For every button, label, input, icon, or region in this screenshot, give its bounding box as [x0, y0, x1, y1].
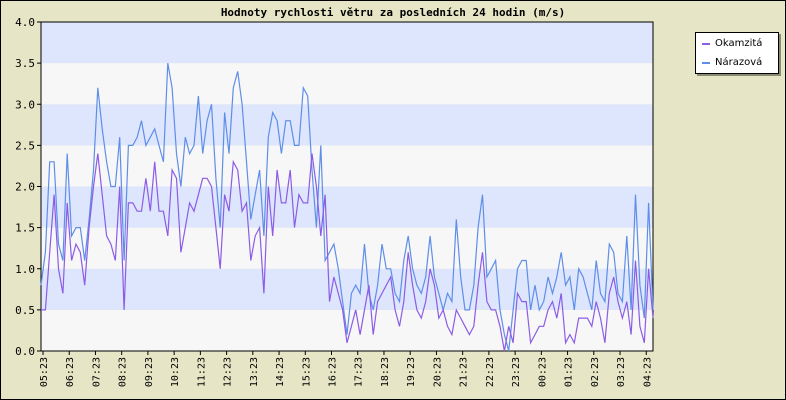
plot-band	[41, 186, 653, 228]
series-line-okamzita	[41, 153, 654, 352]
series-line-narazova	[40, 62, 654, 352]
y-tick-label: 3.0	[15, 98, 35, 111]
chart-legend: Okamzitá Nárazová	[695, 32, 779, 74]
plot-band	[41, 63, 653, 105]
legend-swatch	[702, 61, 710, 64]
y-tick-label: 2.5	[15, 139, 35, 152]
x-tick-label: 16:23	[328, 357, 339, 387]
plot-band	[41, 145, 653, 187]
x-tick-label: 00:23	[537, 357, 548, 387]
y-tick-label: 2.0	[15, 181, 35, 194]
x-tick-label: 06:23	[65, 357, 76, 387]
x-tick-label: 14:23	[275, 357, 286, 387]
plot-band	[41, 104, 653, 146]
legend-swatch	[702, 42, 710, 45]
y-tick-label: 4.0	[15, 16, 35, 29]
x-tick-label: 21:23	[459, 357, 470, 387]
plot-band	[41, 22, 653, 64]
y-tick-label: 1.5	[15, 222, 35, 235]
x-tick-label: 18:23	[380, 357, 391, 387]
x-tick-label: 20:23	[432, 357, 443, 387]
plot-band	[41, 227, 653, 269]
x-tick-label: 05:23	[39, 357, 50, 387]
x-tick-label: 12:23	[223, 357, 234, 387]
x-tick-label: 17:23	[354, 357, 365, 387]
x-tick-label: 11:23	[196, 357, 207, 387]
x-tick-label: 09:23	[144, 357, 155, 387]
legend-item-okamzita[interactable]: Okamzitá	[696, 35, 778, 52]
x-tick-label: 15:23	[301, 357, 312, 387]
x-tick-label: 10:23	[170, 357, 181, 387]
x-tick-label: 03:23	[616, 357, 627, 387]
x-tick-label: 22:23	[485, 357, 496, 387]
x-tick-label: 02:23	[590, 357, 601, 387]
legend-label: Okamzitá	[715, 38, 763, 49]
y-tick-label: 0.5	[15, 304, 35, 317]
y-tick-label: 3.5	[15, 57, 35, 70]
plot-band	[41, 268, 653, 310]
y-tick-label: 1.0	[15, 263, 35, 276]
legend-label: Nárazová	[715, 57, 763, 68]
chart-title: Hodnoty rychlosti větru za posledních 24…	[221, 6, 565, 19]
x-tick-label: 04:23	[642, 357, 653, 387]
x-tick-label: 01:23	[564, 357, 575, 387]
legend-item-narazova[interactable]: Nárazová	[696, 54, 778, 71]
x-tick-label: 08:23	[118, 357, 129, 387]
y-tick-label: 0.0	[15, 345, 35, 358]
x-tick-label: 23:23	[511, 357, 522, 387]
x-tick-label: 13:23	[249, 357, 260, 387]
x-tick-label: 19:23	[406, 357, 417, 387]
x-tick-label: 07:23	[91, 357, 102, 387]
